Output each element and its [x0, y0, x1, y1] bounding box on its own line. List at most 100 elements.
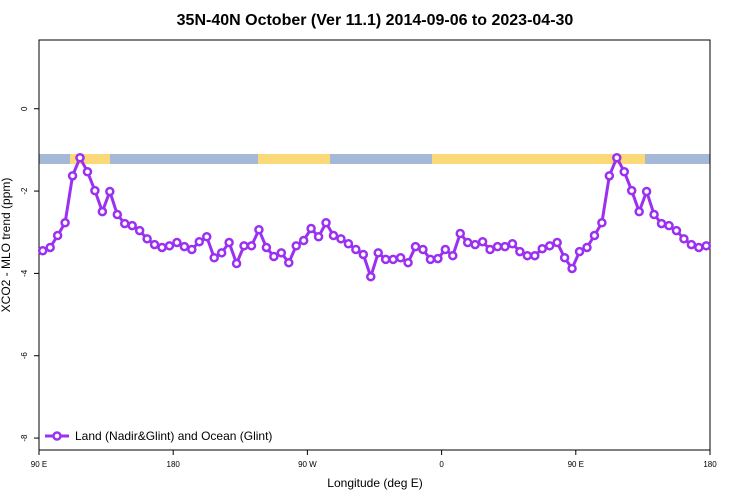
x-tick-label: 0 [439, 460, 444, 469]
y-tick-label: -6 [20, 352, 29, 360]
x-axis-label: Longitude (deg E) [327, 476, 422, 490]
data-point [470, 239, 480, 250]
x-tick-label: 90 W [298, 460, 317, 469]
data-point [433, 253, 443, 264]
data-point [216, 248, 227, 258]
land-ocean-strip [39, 154, 710, 164]
data-point [134, 225, 145, 236]
data-point [246, 241, 257, 251]
data-point [97, 206, 108, 217]
data-point [75, 152, 85, 163]
legend-label: Land (Nadir&Glint) and Ocean (Glint) [75, 429, 272, 443]
data-point [694, 242, 704, 253]
data-point [366, 271, 376, 282]
data-point [306, 223, 316, 234]
data-point [403, 257, 413, 268]
data-point [500, 241, 510, 252]
data-point [254, 225, 264, 235]
data-point [37, 246, 48, 256]
data-point [664, 220, 674, 231]
data-point [313, 232, 324, 242]
data-point [209, 253, 219, 263]
data-point [626, 185, 637, 196]
data-point [462, 237, 473, 248]
data-point [60, 218, 70, 228]
data-point [291, 241, 301, 251]
data-point [641, 186, 652, 197]
ocean-band [645, 154, 710, 164]
data-point [239, 241, 249, 251]
data-point [269, 251, 279, 262]
data-point [298, 235, 309, 246]
data-point [425, 254, 436, 265]
data-point [105, 186, 115, 197]
land-band [70, 154, 110, 164]
data-point [90, 185, 100, 196]
data-point [149, 239, 160, 250]
x-tick-label: 90 E [31, 460, 47, 469]
data-point [202, 232, 212, 242]
ocean-band [110, 154, 258, 164]
data-point [448, 250, 458, 261]
y-axis-label: XCO2 - MLO trend (ppm) [0, 178, 13, 313]
data-point [597, 218, 607, 228]
data-point [440, 244, 451, 255]
data-point [589, 230, 600, 241]
data-point [351, 244, 361, 255]
data-point [164, 241, 175, 251]
data-point [507, 239, 518, 249]
data-point [701, 241, 712, 251]
ocean-band [330, 154, 432, 164]
data-point [574, 246, 585, 257]
data-point [157, 242, 167, 253]
data-point [343, 239, 354, 249]
data-point [224, 237, 234, 248]
x-tick-label: 180 [703, 460, 717, 469]
data-point [388, 254, 398, 265]
data-point [231, 258, 242, 269]
data-point [656, 218, 667, 229]
data-point [418, 244, 428, 255]
data-point [649, 209, 659, 220]
y-tick-label: -8 [20, 434, 29, 442]
data-point [336, 234, 346, 244]
data-point [612, 152, 622, 163]
data-point [321, 218, 331, 228]
x-tick-label: 180 [167, 460, 181, 469]
data-point [530, 250, 540, 261]
ocean-band [39, 154, 70, 164]
land-band [258, 154, 330, 164]
data-point [373, 248, 383, 258]
data-point [544, 241, 555, 251]
data-point [52, 230, 63, 241]
data-point [67, 171, 78, 181]
data-point [686, 239, 697, 250]
data-point [492, 241, 503, 252]
legend-marker [52, 431, 62, 441]
plot-frame [38, 39, 711, 451]
data-point [82, 166, 93, 177]
data-point [380, 254, 391, 265]
data-point [328, 230, 339, 241]
data-point [358, 249, 369, 260]
data-point [172, 237, 182, 248]
data-point [261, 242, 272, 253]
data-point [582, 242, 592, 253]
data-point [45, 242, 55, 253]
data-point [679, 234, 689, 244]
data-point [127, 220, 137, 231]
data-point [634, 206, 644, 217]
chart-title: 35N-40N October (Ver 11.1) 2014-09-06 to… [177, 12, 574, 29]
data-point [410, 241, 421, 252]
data-point [604, 171, 615, 181]
data-point [142, 234, 152, 244]
data-point [194, 236, 205, 247]
data-point [559, 253, 570, 263]
data-point [284, 257, 294, 268]
y-tick-label: 0 [20, 106, 29, 111]
data-point [537, 243, 547, 254]
data-point [671, 225, 682, 236]
data-point [552, 237, 562, 248]
data-point [567, 263, 577, 274]
